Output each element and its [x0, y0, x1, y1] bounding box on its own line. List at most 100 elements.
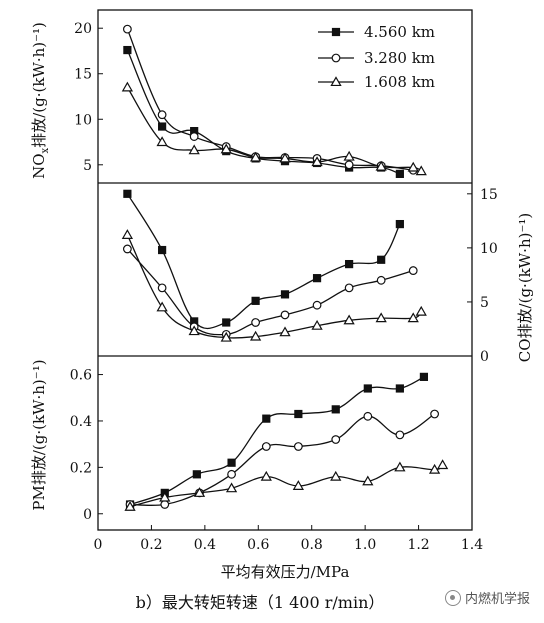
- data-point: [343, 314, 355, 325]
- pm-series-line: [130, 413, 435, 507]
- data-point: [189, 132, 199, 141]
- data-point: [294, 409, 303, 419]
- co-series-line: [126, 193, 401, 330]
- nox-label-rest: 排放/(g·(kW·h)⁻¹): [30, 22, 48, 148]
- data-point: [222, 318, 231, 327]
- data-point: [292, 480, 304, 490]
- data-point: [330, 470, 342, 481]
- data-point: [251, 296, 260, 305]
- data-point: [395, 430, 405, 440]
- data-point: [280, 290, 290, 299]
- series-layer: [121, 24, 449, 511]
- plot-frame: [97, 9, 473, 531]
- data-point: [123, 189, 132, 198]
- data-point: [311, 319, 323, 330]
- nox-series-line: [126, 49, 401, 175]
- data-point: [188, 144, 200, 155]
- nox-y-tick-label: 10: [74, 112, 92, 128]
- nox-y-axis-label: NOx排放/(g·(kW·h)⁻¹): [30, 22, 51, 179]
- data-point: [159, 491, 171, 502]
- data-point: [363, 384, 372, 393]
- data-point: [419, 372, 429, 381]
- x-axis-label: 平均有效压力/MPa: [221, 563, 350, 581]
- co-y-axis-label: CO排放/(g·(kW·h)⁻¹): [516, 213, 534, 362]
- data-point: [376, 275, 386, 285]
- pm-y-axis-label: PM排放/(g·(kW·h)⁻¹): [30, 359, 48, 510]
- data-point: [395, 169, 404, 178]
- data-point: [157, 283, 167, 293]
- data-point: [345, 259, 354, 269]
- data-point: [430, 409, 440, 419]
- data-point: [227, 458, 236, 467]
- data-point: [262, 414, 271, 423]
- wechat-official-account-icon: [444, 589, 461, 606]
- data-point: [122, 24, 132, 34]
- x-tick-label: 0.4: [194, 537, 216, 553]
- data-point: [156, 301, 168, 312]
- data-point: [395, 384, 404, 393]
- data-point: [395, 219, 404, 229]
- data-point: [160, 500, 170, 509]
- data-point: [124, 500, 136, 511]
- data-point: [260, 470, 272, 481]
- data-point: [158, 122, 167, 131]
- pm-series-line: [129, 376, 425, 506]
- data-point: [377, 255, 386, 264]
- nox-series-line: [126, 87, 422, 172]
- nox-label-main: NO: [30, 153, 48, 178]
- data-point: [312, 274, 322, 283]
- legend-marker: [331, 53, 341, 63]
- data-point: [280, 310, 290, 320]
- data-point: [251, 318, 261, 327]
- data-point: [331, 405, 340, 414]
- data-point: [375, 160, 387, 171]
- data-point: [394, 461, 406, 472]
- frame-layer: [97, 9, 473, 531]
- data-point: [279, 326, 291, 337]
- co-y-tick-label: 15: [480, 187, 498, 203]
- legend-marker: [331, 27, 341, 37]
- watermark-text: 内燃机学报: [464, 592, 530, 607]
- data-point: [362, 475, 374, 486]
- data-point: [220, 143, 232, 154]
- pm-y-tick-label: 0.4: [70, 414, 92, 430]
- data-point: [312, 300, 322, 310]
- data-point: [428, 463, 441, 474]
- pm-y-tick-label: 0.2: [70, 460, 92, 476]
- x-tick-label: 0.6: [247, 537, 269, 553]
- pm-y-tick-label: 0.6: [70, 368, 92, 384]
- data-point: [436, 459, 449, 470]
- x-tick-label: 1.0: [354, 537, 376, 553]
- data-point: [188, 325, 200, 336]
- data-point: [279, 152, 291, 163]
- nox-y-tick-label: 5: [83, 158, 92, 174]
- data-point: [311, 156, 323, 167]
- data-point: [158, 245, 167, 255]
- data-point: [407, 312, 419, 323]
- co-series-line: [126, 248, 414, 336]
- data-point: [293, 442, 303, 451]
- x-tick-label: 1.2: [407, 537, 429, 553]
- nox-y-tick-label: 20: [74, 21, 92, 37]
- x-tick-label: 0.2: [140, 537, 162, 553]
- data-point: [344, 160, 354, 170]
- co-y-tick-label: 0: [480, 349, 489, 365]
- data-point: [249, 151, 262, 162]
- data-point: [227, 469, 236, 479]
- legend-entry-label: 4.560 km: [364, 23, 435, 41]
- data-point: [193, 487, 206, 497]
- co-series-line: [126, 234, 422, 339]
- data-point: [121, 81, 134, 92]
- legend-entry-label: 3.280 km: [364, 49, 435, 67]
- legend-entry-label: 1.608 km: [364, 73, 435, 91]
- data-point: [415, 305, 427, 316]
- data-point: [363, 411, 373, 421]
- data-point: [123, 45, 132, 55]
- data-point: [122, 244, 132, 254]
- nox-y-tick-label: 15: [74, 67, 92, 83]
- x-tick-label: 1.4: [461, 537, 483, 553]
- legend-marker: [330, 76, 342, 87]
- pm-y-tick-label: 0: [83, 507, 92, 523]
- watermark: 内燃机学报: [444, 588, 530, 607]
